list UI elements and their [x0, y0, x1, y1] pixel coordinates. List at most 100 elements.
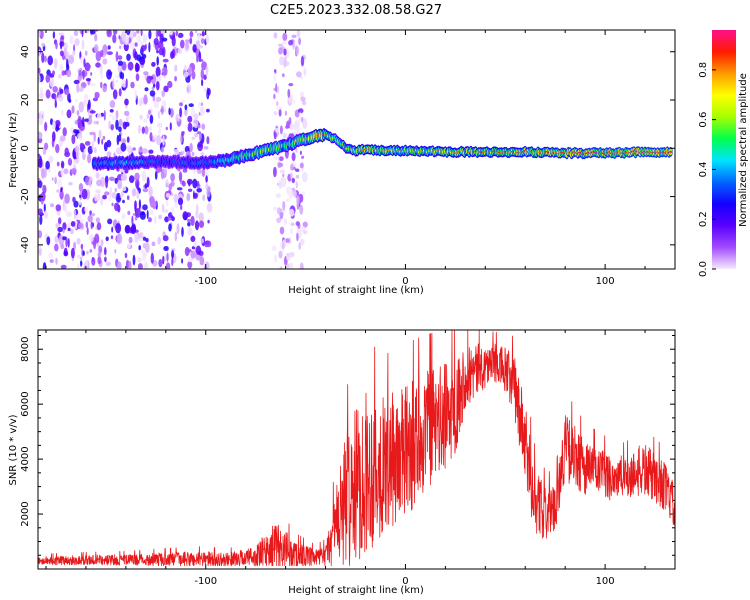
noise-speckle [154, 170, 158, 180]
noise-speckle [290, 227, 293, 235]
noise-speckle [62, 127, 67, 137]
noise-speckle [127, 210, 131, 215]
noise-speckle [132, 254, 136, 266]
noise-speckle [86, 250, 89, 255]
noise-speckle [70, 228, 74, 235]
noise-speckle [182, 168, 188, 173]
noise-speckle [185, 124, 189, 128]
noise-speckle [118, 88, 122, 97]
noise-speckle [165, 126, 168, 131]
noise-speckle [295, 45, 299, 56]
noise-speckle [50, 203, 54, 208]
noise-speckle [273, 156, 278, 160]
noise-speckle [62, 222, 67, 231]
noise-speckle [66, 69, 72, 78]
noise-speckle [55, 143, 60, 154]
noise-speckle [67, 238, 70, 248]
noise-speckle [67, 158, 73, 166]
noise-speckle [109, 176, 115, 181]
noise-speckle [138, 245, 141, 251]
noise-speckle [199, 256, 205, 266]
noise-speckle [78, 222, 84, 229]
noise-speckle [302, 118, 308, 129]
noise-speckle [131, 188, 137, 197]
noise-speckle [141, 148, 148, 154]
noise-speckle [160, 147, 164, 153]
noise-speckle [120, 151, 123, 155]
noise-speckle [197, 168, 202, 174]
noise-speckle [113, 30, 118, 35]
noise-speckle [106, 69, 112, 80]
noise-speckle [206, 108, 210, 113]
noise-speckle [79, 256, 83, 261]
noise-speckle [274, 254, 277, 264]
noise-speckle [38, 131, 43, 140]
noise-speckle [156, 80, 160, 91]
noise-speckle [90, 83, 96, 87]
noise-speckle [183, 73, 188, 78]
noise-speckle [184, 108, 188, 117]
noise-speckle [104, 191, 110, 196]
noise-speckle [198, 132, 202, 142]
noise-speckle [301, 155, 305, 159]
noise-speckle [161, 90, 165, 98]
noise-speckle [76, 254, 81, 259]
noise-speckle [175, 30, 178, 36]
noise-speckle [85, 78, 91, 82]
noise-speckle [275, 193, 281, 199]
noise-speckle [302, 191, 305, 196]
noise-speckle [303, 66, 307, 77]
noise-speckle [200, 68, 204, 80]
noise-speckle [170, 181, 175, 187]
noise-speckle [171, 216, 175, 222]
noise-speckle [285, 238, 290, 243]
noise-speckle [272, 206, 277, 211]
noise-speckle [201, 168, 206, 177]
noise-speckle [171, 206, 174, 216]
noise-speckle [83, 30, 90, 34]
colorbar-label: Normalized spectral amplitude [738, 73, 749, 227]
noise-speckle [201, 123, 206, 130]
noise-speckle [200, 102, 204, 107]
noise-speckle [186, 178, 193, 185]
noise-speckle [201, 238, 204, 244]
noise-speckle [54, 100, 57, 108]
noise-speckle [174, 201, 178, 209]
noise-speckle [193, 117, 199, 129]
noise-speckle [290, 222, 295, 227]
noise-speckle [302, 230, 308, 235]
noise-speckle [139, 41, 145, 47]
noise-speckle [202, 194, 206, 201]
noise-speckle [128, 260, 132, 269]
noise-speckle [104, 256, 107, 263]
noise-speckle [295, 147, 298, 153]
noise-speckle [128, 236, 133, 244]
noise-speckle [138, 199, 141, 210]
noise-speckle [77, 263, 80, 269]
noise-speckle [72, 196, 76, 203]
noise-speckle [73, 79, 80, 85]
noise-speckle [116, 193, 121, 201]
noise-speckle [288, 188, 294, 200]
noise-speckle [71, 168, 77, 175]
noise-speckle [73, 129, 78, 134]
noise-speckle [114, 177, 118, 184]
noise-speckle [107, 218, 113, 225]
noise-speckle [61, 70, 66, 76]
noise-speckle [116, 134, 120, 146]
noise-speckle [90, 221, 93, 230]
noise-speckle [143, 118, 148, 123]
noise-speckle [39, 92, 44, 99]
noise-speckle [109, 109, 114, 113]
noise-speckle [193, 192, 198, 199]
noise-speckle [164, 209, 169, 213]
noise-speckle [178, 171, 183, 182]
noise-speckle [163, 85, 169, 93]
noise-speckle [63, 168, 69, 175]
noise-speckle [134, 89, 137, 101]
noise-speckle [60, 187, 63, 193]
noise-speckle [52, 119, 56, 131]
noise-speckle [185, 40, 189, 50]
noise-speckle [122, 199, 125, 204]
noise-speckle [136, 190, 140, 199]
